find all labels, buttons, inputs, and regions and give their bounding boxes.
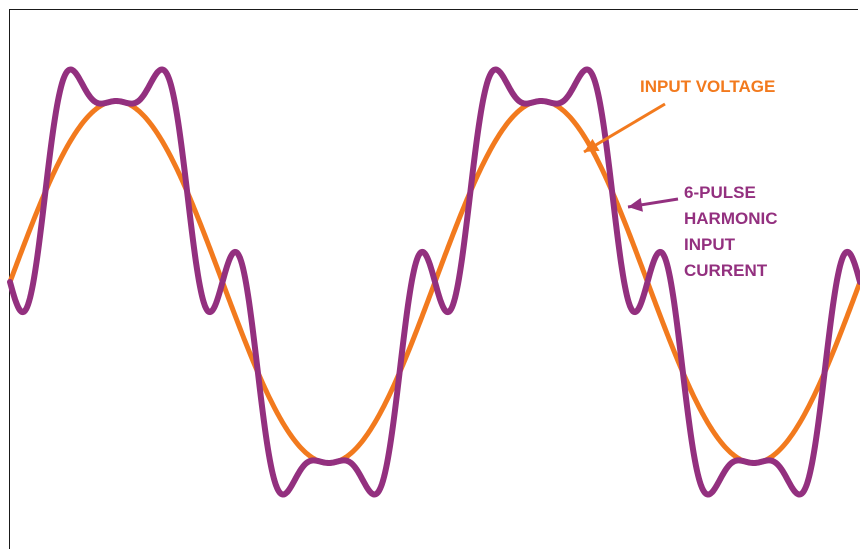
harmonic-current-label: 6-PULSE HARMONIC INPUT CURRENT [684,183,778,280]
voltage-pointer-arrow [583,102,666,154]
arrow-head [584,138,600,152]
arrow-shaft [583,102,666,154]
harmonic-current-wave [7,66,860,498]
input-voltage-label: INPUT VOLTAGE [640,77,776,96]
current-pointer-arrow [627,197,679,212]
arrow-head [628,197,643,212]
